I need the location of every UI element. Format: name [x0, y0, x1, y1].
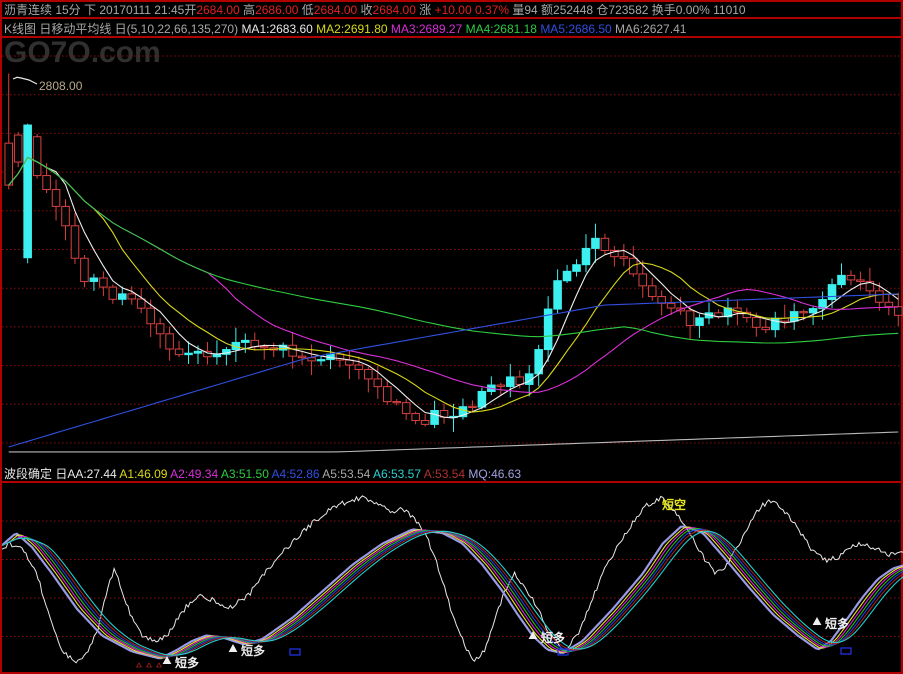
svg-text:短多: 短多	[825, 616, 849, 631]
svg-text:2808.00: 2808.00	[39, 79, 83, 93]
svg-text:短空: 短空	[662, 497, 686, 512]
svg-text:短多: 短多	[541, 630, 565, 645]
svg-text:短多: 短多	[175, 655, 199, 670]
svg-text:短多: 短多	[241, 643, 265, 658]
